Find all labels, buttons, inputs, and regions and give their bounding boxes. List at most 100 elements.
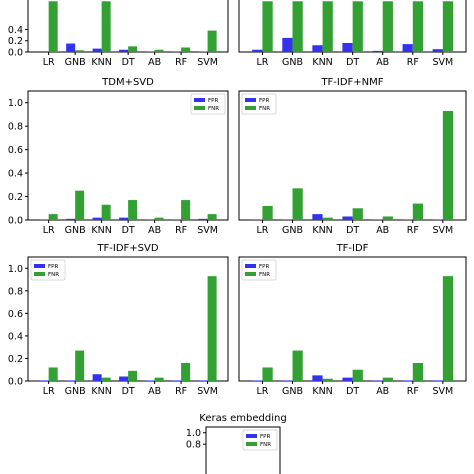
legend-swatch-6-0 (246, 434, 257, 438)
xtick-label-1-6: SVM (432, 57, 453, 68)
ytick-label-2-1: 0.2 (8, 192, 23, 203)
xtick-label-3-6: SVM (432, 225, 453, 236)
chart-title-4: TF-IDF+SVD (96, 243, 158, 254)
bar-4-FPR-0 (39, 380, 49, 381)
xtick-label-2-6: SVM (197, 225, 218, 236)
xtick-label-5-1: GNB (282, 386, 303, 397)
xtick-label-4-3: DT (122, 386, 135, 397)
xtick-label-3-3: DT (346, 225, 359, 236)
xtick-label-0-4: AB (148, 57, 161, 68)
xtick-label-5-0: LR (256, 386, 268, 397)
bar-1-FNR-0 (262, 1, 273, 52)
bar-3-FNR-2 (322, 217, 333, 220)
bar-5-FNR-0 (262, 367, 273, 381)
bar-1-FPR-3 (342, 42, 353, 52)
ytick-label-6-1: 1.0 (186, 428, 201, 439)
bar-1-FPR-4 (372, 50, 383, 52)
legend-label-4-0: FPR (48, 264, 58, 270)
bar-0-FPR-4 (145, 51, 155, 52)
xtick-label-2-0: LR (43, 225, 55, 236)
bar-0-FNR-0 (48, 1, 58, 52)
bar-0-FNR-2 (101, 1, 111, 52)
xtick-label-1-3: DT (346, 57, 359, 68)
bar-0-FNR-1 (75, 50, 85, 52)
xtick-label-2-4: AB (148, 225, 161, 236)
bar-2-FPR-0 (39, 219, 49, 220)
bar-1-FNR-4 (382, 1, 393, 52)
legend-label-2-1: FNR (208, 106, 219, 112)
ytick-label-4-2: 0.4 (8, 331, 23, 342)
chart-title-2: TDM+SVD (101, 77, 154, 88)
legend-label-2-0: FPR (208, 98, 218, 104)
ytick-label-2-3: 0.6 (8, 145, 23, 156)
bar-5-FPR-2 (312, 375, 323, 381)
ytick-label-4-1: 0.2 (8, 354, 23, 365)
bar-1-FPR-0 (252, 49, 263, 52)
bar-3-FNR-1 (292, 188, 303, 220)
legend-swatch-5-1 (245, 272, 256, 276)
legend-swatch-6-1 (246, 442, 257, 446)
legend-label-6-0: FPR (260, 434, 270, 440)
bar-1-FNR-3 (352, 1, 363, 52)
bar-5-FPR-0 (252, 380, 263, 381)
bar-0-FNR-6 (207, 30, 217, 52)
legend-label-4-1: FNR (48, 272, 59, 278)
xtick-label-2-2: KNN (91, 225, 111, 236)
xtick-label-2-5: RF (175, 225, 187, 236)
bar-4-FPR-5 (172, 380, 182, 381)
legend-label-5-1: FNR (259, 272, 270, 278)
xtick-label-2-1: GNB (65, 225, 86, 236)
bar-2-FPR-5 (172, 219, 182, 220)
xtick-label-4-1: GNB (65, 386, 86, 397)
bar-5-FNR-1 (292, 350, 303, 381)
ytick-label-4-3: 0.6 (8, 309, 23, 320)
bar-1-FPR-1 (282, 37, 293, 52)
bar-0-FPR-5 (172, 51, 182, 52)
ytick-label-0-1: 0.2 (8, 36, 23, 47)
bar-3-FNR-6 (442, 110, 454, 220)
xtick-label-3-2: KNN (312, 225, 332, 236)
bar-1-FNR-2 (322, 1, 333, 52)
xtick-label-3-4: AB (376, 225, 389, 236)
ytick-label-4-0: 0.0 (8, 377, 23, 388)
ytick-label-4-4: 0.8 (8, 286, 23, 297)
xtick-label-1-4: AB (376, 57, 389, 68)
bar-2-FPR-4 (145, 219, 155, 220)
xtick-label-0-2: KNN (91, 57, 111, 68)
chart-title-3: TF-IDF+NMF (320, 77, 383, 88)
bar-3-FPR-1 (282, 219, 293, 220)
ytick-label-2-0: 0.0 (8, 216, 23, 227)
bar-2-FNR-2 (101, 204, 111, 220)
bar-4-FNR-4 (154, 377, 164, 381)
bar-4-FPR-3 (119, 376, 129, 381)
bar-4-FNR-0 (48, 367, 58, 381)
legend-label-6-1: FNR (260, 442, 271, 448)
xtick-label-5-6: SVM (432, 386, 453, 397)
ytick-label-0-2: 0.4 (8, 25, 23, 36)
bar-5-FPR-1 (282, 380, 293, 381)
bar-5-FNR-5 (412, 362, 424, 381)
bar-0-FPR-1 (66, 43, 76, 52)
plot-frame-6 (205, 426, 281, 474)
bar-4-FPR-1 (66, 380, 76, 381)
bar-0-FNR-5 (181, 47, 191, 52)
bar-4-FNR-2 (101, 377, 111, 381)
legend-label-3-1: FNR (259, 106, 270, 112)
bar-5-FNR-4 (382, 377, 393, 381)
xtick-label-4-4: AB (148, 386, 161, 397)
bar-2-FNR-6 (207, 214, 217, 220)
xtick-label-4-2: KNN (91, 386, 111, 397)
legend-swatch-5-0 (245, 264, 256, 268)
plot-frame-0 (27, 0, 229, 53)
bar-3-FPR-6 (432, 219, 443, 220)
bar-4-FPR-6 (198, 380, 208, 381)
bar-2-FPR-1 (66, 218, 76, 220)
bar-5-FNR-6 (442, 276, 454, 381)
xtick-label-1-5: RF (407, 57, 419, 68)
xtick-label-1-1: GNB (282, 57, 303, 68)
ytick-label-0-0: 0.0 (8, 48, 23, 59)
bar-5-FPR-6 (432, 380, 443, 381)
xtick-label-4-0: LR (43, 386, 55, 397)
bar-5-FPR-4 (372, 380, 383, 381)
